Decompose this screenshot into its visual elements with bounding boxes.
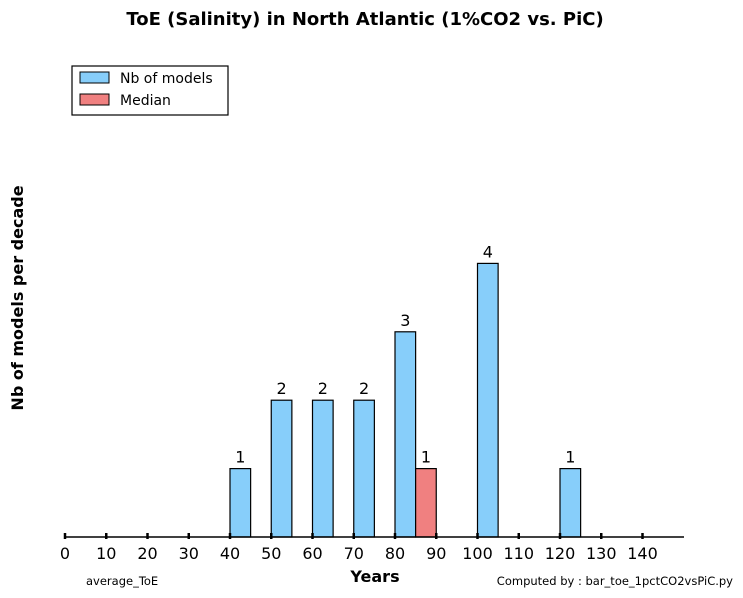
x-tick-label-110: 110 (503, 544, 534, 563)
chart-title: ToE (Salinity) in North Atlantic (1%CO2 … (126, 9, 603, 30)
bar-nb-of-models-50 (270, 399, 293, 538)
bar-nb-of-models-100 (476, 262, 499, 538)
x-tick-label-40: 40 (220, 544, 240, 563)
legend-label-median: Median (120, 93, 171, 109)
x-tick-label-130: 130 (586, 544, 617, 563)
data-label-nb-of-models-100: 4 (483, 242, 493, 261)
x-tick-label-10: 10 (96, 544, 116, 563)
x-tick-label-100: 100 (462, 544, 493, 563)
x-tick-label-90: 90 (426, 544, 446, 563)
data-label-nb-of-models-70: 2 (359, 379, 369, 398)
footnote-left: average_ToE (86, 574, 158, 588)
x-tick-label-120: 120 (545, 544, 576, 563)
x-tick-label-0: 0 (60, 544, 70, 563)
bar-nb-of-models-70 (353, 399, 375, 538)
bar-nb-of-models-60 (311, 399, 334, 538)
legend-swatch-median (79, 93, 110, 106)
bar-nb-of-models-40 (229, 468, 252, 538)
footnote-right: Computed by : bar_toe_1pctCO2vsPiC.py (497, 574, 733, 588)
x-tick-label-30: 30 (179, 544, 199, 563)
data-label-nb-of-models-40: 1 (235, 448, 245, 467)
x-tick-label-60: 60 (302, 544, 322, 563)
legend-swatch-nb-of-models (79, 71, 110, 84)
x-tick-label-80: 80 (385, 544, 405, 563)
legend-label-nb-of-models: Nb of models (120, 71, 213, 87)
data-label-nb-of-models-80: 3 (400, 311, 410, 330)
data-label-nb-of-models-50: 2 (276, 379, 286, 398)
bar-nb-of-models-120 (559, 468, 582, 538)
data-label-nb-of-models-60: 2 (318, 379, 328, 398)
x-tick-label-50: 50 (261, 544, 281, 563)
x-tick-label-70: 70 (344, 544, 364, 563)
x-tick-label-140: 140 (627, 544, 658, 563)
x-tick-label-20: 20 (137, 544, 157, 563)
x-axis-label: Years (349, 567, 399, 586)
y-axis-label: Nb of models per decade (8, 185, 27, 410)
bar-nb-of-models-80 (394, 331, 417, 538)
data-label-nb-of-models-120: 1 (565, 448, 575, 467)
bar-median-85 (415, 468, 437, 538)
legend: Nb of models Median (71, 65, 229, 116)
data-label-median-85: 1 (421, 448, 431, 467)
